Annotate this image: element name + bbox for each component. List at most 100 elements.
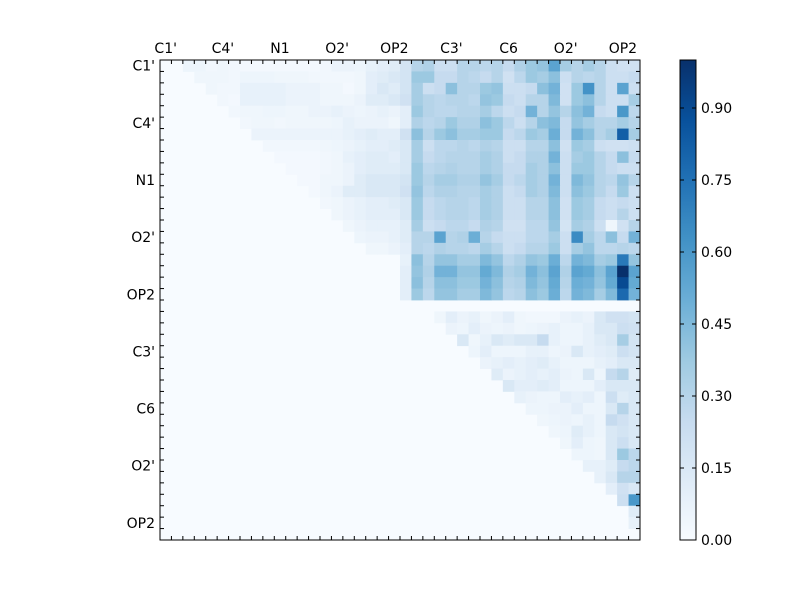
heatmap-cell (228, 60, 241, 72)
heatmap-cell (445, 265, 458, 278)
heatmap-cell (377, 174, 389, 187)
heatmap-cell (388, 151, 401, 164)
heatmap-cell (605, 105, 618, 118)
x-tick-label: OP2 (609, 41, 637, 57)
heatmap-cell (594, 71, 607, 84)
heatmap-cell (514, 254, 527, 267)
heatmap-cell (560, 425, 572, 438)
heatmap-cell (628, 414, 641, 427)
heatmap-cell (480, 117, 492, 129)
heatmap-cell (457, 231, 469, 244)
heatmap-cell (582, 334, 595, 347)
heatmap-cell (445, 117, 458, 129)
heatmap-cell (525, 231, 538, 244)
heatmap-cell (605, 71, 618, 84)
heatmap-cell (537, 265, 549, 278)
heatmap-cell (605, 380, 618, 392)
heatmap-cell (617, 151, 629, 164)
heatmap-cells (160, 60, 641, 540)
heatmap-cell (388, 117, 401, 129)
heatmap-cell (594, 94, 607, 107)
heatmap-cell (502, 322, 515, 335)
heatmap-cell (354, 162, 367, 175)
heatmap-cell (560, 162, 572, 175)
heatmap-cell (445, 311, 458, 324)
heatmap-cell (320, 174, 332, 187)
heatmap-cell (194, 71, 207, 84)
heatmap-cell (445, 140, 458, 152)
heatmap-cell (582, 414, 595, 427)
heatmap-cell (411, 60, 424, 72)
x-tick-label: C1' (154, 41, 177, 57)
heatmap-cell (605, 231, 618, 244)
heatmap-cell (331, 151, 344, 164)
heatmap-cell (548, 174, 561, 187)
heatmap-cell (365, 105, 378, 118)
heatmap-cell (525, 277, 538, 289)
heatmap-cell (457, 60, 469, 72)
heatmap-cell (628, 494, 641, 507)
heatmap-cell (617, 162, 629, 175)
heatmap-cell (342, 117, 355, 129)
heatmap-cell (548, 322, 561, 335)
heatmap-cell (240, 94, 252, 107)
heatmap-cell (537, 345, 549, 358)
heatmap-cell (445, 94, 458, 107)
x-tick-label: N1 (270, 41, 289, 57)
y-tick-label: N1 (136, 173, 155, 189)
heatmap-cell (377, 60, 389, 72)
heatmap-cell (205, 71, 218, 84)
heatmap-frame (159, 59, 641, 541)
heatmap-cell (491, 254, 504, 267)
heatmap-cell (457, 185, 469, 198)
heatmap-cell (560, 174, 572, 187)
heatmap-cell (605, 254, 618, 267)
heatmap-cell (228, 94, 241, 107)
heatmap-cell (480, 140, 492, 152)
heatmap-cell (594, 185, 607, 198)
x-tick-label: O2' (554, 41, 578, 57)
heatmap-cell (537, 402, 549, 415)
heatmap-cell (331, 185, 344, 198)
heatmap-cell (251, 82, 264, 95)
heatmap-cell (617, 265, 629, 278)
heatmap-cell (297, 71, 309, 84)
heatmap-cell (605, 82, 618, 95)
heatmap-cell (388, 231, 401, 244)
heatmap-cell (491, 60, 504, 72)
heatmap-cell (480, 82, 492, 95)
heatmap-cell (240, 71, 252, 84)
heatmap-cell (240, 82, 252, 95)
heatmap-cell (365, 128, 378, 141)
heatmap-cell (594, 368, 607, 381)
heatmap-cell (514, 71, 527, 84)
heatmap-cell (445, 197, 458, 209)
heatmap-cell (480, 254, 492, 267)
heatmap-cell (502, 71, 515, 84)
heatmap-cell (285, 105, 298, 118)
heatmap-cell (365, 208, 378, 221)
heatmap-cell (594, 265, 607, 278)
heatmap-cell (617, 334, 629, 347)
heatmap-cell (502, 220, 515, 232)
heatmap-cell (251, 71, 264, 84)
heatmap-cell (617, 242, 629, 255)
heatmap-cell (571, 380, 584, 392)
colorbar-ticks: 0.00 0.15 0.30 0.45 0.60 0.75 0.90 (680, 101, 732, 549)
heatmap-cell (537, 94, 549, 107)
heatmap-cell (422, 60, 435, 72)
heatmap-cell (434, 60, 447, 72)
heatmap-cell (537, 174, 549, 187)
heatmap-cell (514, 82, 527, 95)
heatmap-cell (400, 94, 412, 107)
heatmap-cell (274, 140, 287, 152)
heatmap-cell (240, 117, 252, 129)
heatmap-cell (617, 414, 629, 427)
heatmap-cell (251, 105, 264, 118)
heatmap-cell (491, 117, 504, 129)
heatmap-cell (617, 288, 629, 301)
heatmap-cell (548, 151, 561, 164)
heatmap-cell (457, 242, 469, 255)
heatmap-cell (525, 345, 538, 358)
heatmap-cell (605, 311, 618, 324)
